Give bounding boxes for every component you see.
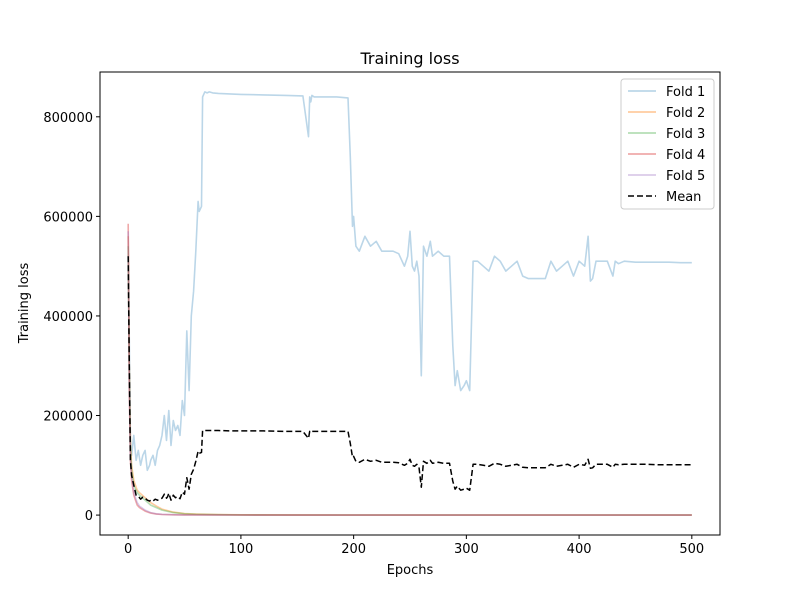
x-tick-label: 100 — [228, 542, 253, 557]
legend-label: Fold 3 — [666, 127, 705, 142]
series-line-fold-1 — [127, 91, 692, 472]
legend-label: Fold 5 — [666, 169, 705, 184]
y-tick-label: 200000 — [43, 410, 93, 425]
x-tick-label: 200 — [341, 542, 366, 557]
y-axis-label: Training loss — [17, 263, 32, 345]
x-axis: 0 100 200 300 400 500 — [124, 535, 704, 557]
y-tick-label: 600000 — [43, 210, 93, 225]
series-line-fold-4 — [127, 223, 692, 516]
plot-frame — [99, 71, 721, 536]
x-tick-label: 400 — [567, 542, 592, 557]
y-tick-label: 800000 — [43, 111, 93, 126]
x-tick-label: 300 — [454, 542, 479, 557]
legend-frame — [620, 78, 715, 210]
chart-title: Training loss — [359, 49, 459, 68]
legend-label: Fold 4 — [666, 148, 705, 163]
series-line-mean — [127, 256, 692, 502]
series-line-fold-2 — [127, 236, 692, 516]
series-line-fold-5 — [127, 231, 692, 516]
plot-area — [99, 71, 721, 536]
legend-label: Mean — [666, 190, 701, 205]
y-axis: 0 200000 400000 600000 800000 — [43, 111, 100, 524]
x-axis-label: Epochs — [387, 563, 434, 578]
legend-label: Fold 2 — [666, 106, 705, 121]
x-tick-label: 500 — [679, 542, 704, 557]
legend-label: Fold 1 — [666, 85, 705, 100]
y-tick-label: 400000 — [43, 310, 93, 325]
x-tick-label: 0 — [124, 542, 132, 557]
legend: Fold 1 Fold 2 Fold 3 Fold 4 Fold 5 Mean — [620, 78, 715, 210]
y-tick-label: 0 — [85, 509, 93, 524]
